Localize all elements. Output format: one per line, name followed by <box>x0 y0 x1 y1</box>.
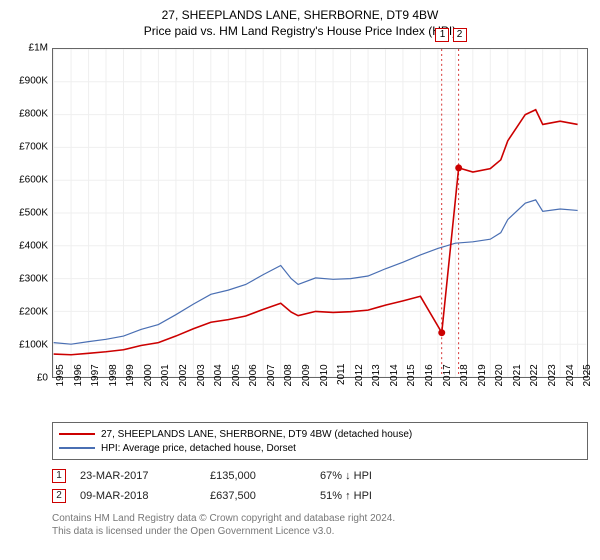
x-tick-label: 1999 <box>125 342 136 382</box>
legend-swatch <box>59 447 95 449</box>
transactions-table: 1 23-MAR-2017£135,00067% ↓ HPI 2 09-MAR-201… <box>52 466 588 506</box>
legend-label: 27, SHEEPLANDS LANE, SHERBORNE, DT9 4BW … <box>101 429 412 440</box>
x-tick-label: 2003 <box>196 342 207 382</box>
transaction-row: 2 09-MAR-2018£637,50051% ↑ HPI <box>52 486 588 506</box>
chart-container: 27, SHEEPLANDS LANE, SHERBORNE, DT9 4BW … <box>0 0 600 560</box>
x-tick-label: 2010 <box>319 342 330 382</box>
transaction-delta: 51% ↑ HPI <box>320 490 440 502</box>
x-tick-label: 2019 <box>477 342 488 382</box>
transaction-date: 09-MAR-2018 <box>80 490 210 502</box>
line-chart-svg <box>52 48 588 378</box>
y-tick-label: £700K <box>19 142 48 153</box>
chart-area: £0£100K£200K£300K£400K£500K£600K£700K£80… <box>52 48 588 378</box>
y-tick-label: £200K <box>19 307 48 318</box>
transaction-price: £637,500 <box>210 490 320 502</box>
footnote-line-2: This data is licensed under the Open Gov… <box>52 525 588 538</box>
footnote-line-1: Contains HM Land Registry data © Crown c… <box>52 512 588 525</box>
legend-row: HPI: Average price, detached house, Dors… <box>59 441 581 455</box>
x-tick-label: 2020 <box>494 342 505 382</box>
sale-marker-box-1: 1 <box>435 28 449 42</box>
y-tick-label: £400K <box>19 241 48 252</box>
x-tick-label: 2016 <box>424 342 435 382</box>
sale-marker-box-2: 2 <box>453 28 467 42</box>
x-tick-label: 2021 <box>512 342 523 382</box>
x-tick-label: 2018 <box>459 342 470 382</box>
x-tick-label: 2006 <box>248 342 259 382</box>
transaction-price: £135,000 <box>210 470 320 482</box>
legend-box: 27, SHEEPLANDS LANE, SHERBORNE, DT9 4BW … <box>52 422 588 460</box>
x-tick-label: 2023 <box>547 342 558 382</box>
transaction-delta: 67% ↓ HPI <box>320 470 440 482</box>
title-block: 27, SHEEPLANDS LANE, SHERBORNE, DT9 4BW … <box>12 8 588 38</box>
y-tick-label: £300K <box>19 274 48 285</box>
x-tick-label: 2011 <box>336 342 347 382</box>
address-title: 27, SHEEPLANDS LANE, SHERBORNE, DT9 4BW <box>12 8 588 22</box>
x-tick-label: 1996 <box>73 342 84 382</box>
transaction-row: 1 23-MAR-2017£135,00067% ↓ HPI <box>52 466 588 486</box>
x-tick-label: 2009 <box>301 342 312 382</box>
x-tick-label: 2022 <box>529 342 540 382</box>
x-tick-label: 2014 <box>389 342 400 382</box>
sale-point-1 <box>438 329 445 336</box>
transaction-marker: 2 <box>52 489 66 503</box>
x-tick-label: 2013 <box>371 342 382 382</box>
footnote: Contains HM Land Registry data © Crown c… <box>52 512 588 538</box>
transaction-marker: 1 <box>52 469 66 483</box>
x-tick-label: 2008 <box>283 342 294 382</box>
x-tick-label: 2024 <box>565 342 576 382</box>
y-tick-label: £500K <box>19 208 48 219</box>
x-tick-label: 2025 <box>582 342 593 382</box>
x-tick-label: 2001 <box>160 342 171 382</box>
y-tick-label: £100K <box>19 340 48 351</box>
x-tick-label: 2015 <box>406 342 417 382</box>
legend-row: 27, SHEEPLANDS LANE, SHERBORNE, DT9 4BW … <box>59 427 581 441</box>
legend-swatch <box>59 433 95 435</box>
y-tick-label: £900K <box>19 76 48 87</box>
x-tick-label: 1995 <box>55 342 66 382</box>
x-tick-label: 2012 <box>354 342 365 382</box>
x-tick-label: 2004 <box>213 342 224 382</box>
x-tick-label: 2000 <box>143 342 154 382</box>
y-tick-label: £800K <box>19 109 48 120</box>
x-tick-label: 2005 <box>231 342 242 382</box>
x-tick-label: 1998 <box>108 342 119 382</box>
x-tick-label: 2002 <box>178 342 189 382</box>
legend-label: HPI: Average price, detached house, Dors… <box>101 443 296 454</box>
x-tick-label: 1997 <box>90 342 101 382</box>
y-tick-label: £1M <box>29 43 48 54</box>
x-tick-label: 2007 <box>266 342 277 382</box>
y-tick-label: £600K <box>19 175 48 186</box>
x-tick-label: 2017 <box>442 342 453 382</box>
chart-subtitle: Price paid vs. HM Land Registry's House … <box>12 24 588 38</box>
y-tick-label: £0 <box>37 373 48 384</box>
sale-point-2 <box>455 164 462 171</box>
transaction-date: 23-MAR-2017 <box>80 470 210 482</box>
